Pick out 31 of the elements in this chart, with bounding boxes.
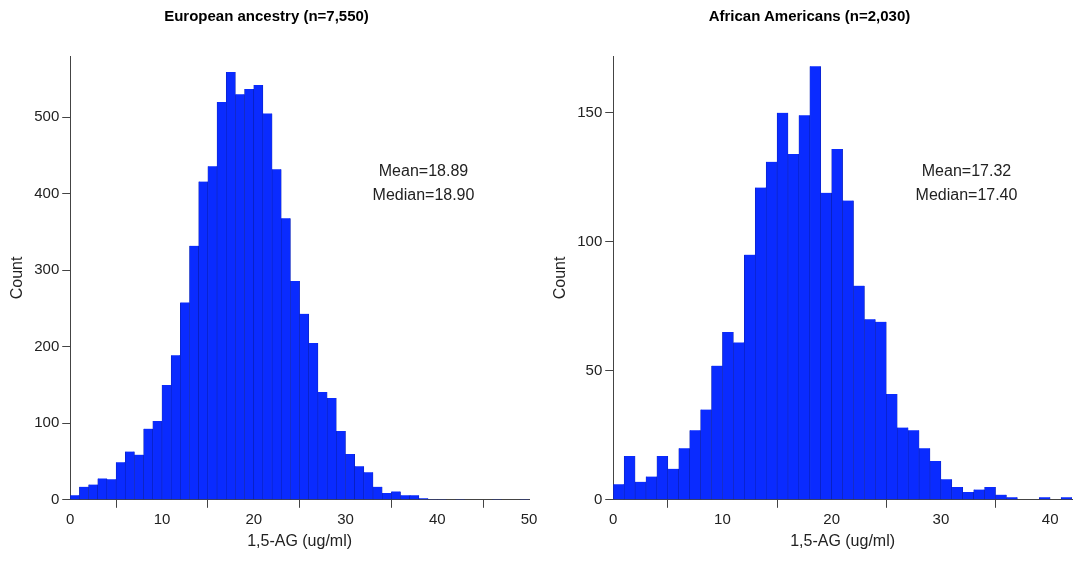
x-tick-label: 40 (1041, 509, 1059, 527)
x-tick-label: 20 (245, 509, 263, 527)
y-tick-label: 200 (34, 336, 60, 354)
x-tick-label: 10 (153, 509, 171, 527)
x-tick-label: 30 (337, 509, 354, 527)
x-tick-label: 0 (609, 509, 618, 527)
x-tick-label: 50 (520, 509, 538, 527)
x-tick-label: 20 (823, 509, 841, 527)
x-tick-label: 0 (66, 509, 75, 527)
y-tick-label: 0 (593, 489, 603, 507)
x-tick-label: 30 (932, 509, 950, 527)
chart-title: African Americans (n=2,030) (708, 7, 911, 25)
annotation: Mean=18.89 (378, 161, 469, 179)
y-tick-label: 50 (585, 360, 603, 378)
x-axis-title: 1,5-AG (ug/ml) (247, 531, 353, 549)
x-tick-label: 40 (428, 509, 446, 527)
x-axis-title: 1,5-AG (ug/ml) (790, 531, 896, 549)
y-tick-label: 150 (577, 102, 603, 120)
annotation: Mean=17.32 (921, 161, 1012, 179)
y-tick-label: 0 (50, 489, 60, 507)
annotation: Median=17.40 (915, 185, 1018, 203)
annotation: Median=18.90 (372, 185, 475, 203)
y-axis-title: Count (8, 256, 26, 300)
chart-title: European ancestry (n=7,550) (164, 7, 369, 25)
y-tick-label: 300 (34, 260, 60, 278)
y-tick-label: 400 (34, 183, 60, 201)
y-tick-label: 500 (34, 107, 60, 125)
y-tick-label: 100 (577, 231, 603, 249)
y-tick-label: 100 (34, 413, 60, 431)
x-tick-label: 10 (714, 509, 731, 527)
y-axis-title: Count (551, 256, 569, 300)
